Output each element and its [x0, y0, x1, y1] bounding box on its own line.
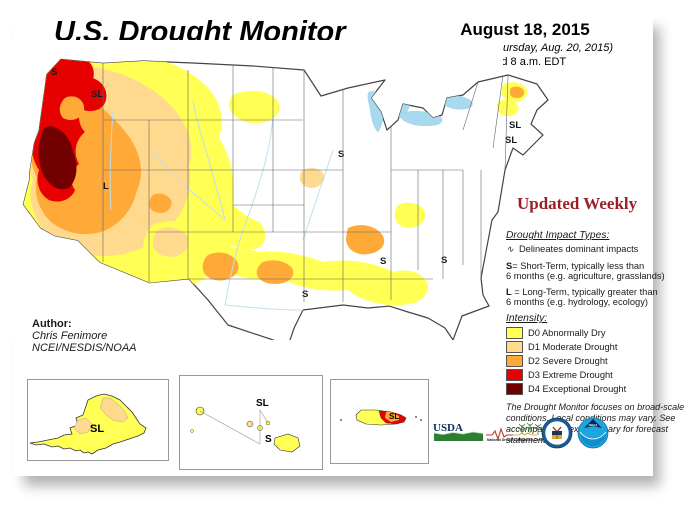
svg-text:S: S [338, 149, 344, 160]
svg-text:S: S [265, 434, 272, 445]
svg-text:SL: SL [256, 398, 269, 409]
svg-text:NOAA: NOAA [589, 423, 599, 427]
svg-text:S: S [302, 289, 308, 300]
svg-text:National Drought Mitigation Ce: National Drought Mitigation Center [487, 438, 546, 442]
svg-text:S: S [51, 67, 57, 78]
svg-text:S: S [380, 256, 386, 267]
svg-text:USDA: USDA [433, 422, 463, 434]
svg-text:SL: SL [509, 120, 521, 131]
svg-text:SL: SL [91, 89, 103, 100]
svg-text:SL: SL [505, 135, 517, 146]
svg-text:SL: SL [389, 412, 399, 421]
svg-text:L: L [103, 181, 109, 192]
svg-text:SL: SL [90, 423, 104, 435]
svg-text:S: S [441, 255, 447, 266]
